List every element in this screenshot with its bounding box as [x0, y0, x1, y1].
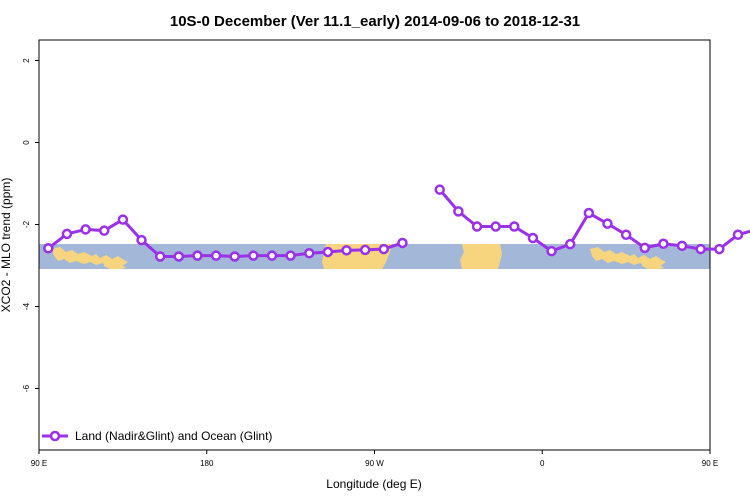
land-australia-left — [104, 260, 126, 269]
x-tick-label: 90 W — [365, 459, 384, 468]
data-point — [378, 243, 390, 255]
map-band — [39, 244, 710, 269]
data-point — [359, 244, 371, 256]
series-layer — [43, 184, 750, 262]
data-point — [248, 250, 259, 261]
data-point — [639, 242, 651, 254]
x-tick-label: 180 — [200, 459, 214, 468]
data-point — [43, 243, 54, 254]
y-tick-label: 0 — [22, 140, 31, 145]
y-axis: 2 0 -2 -4 -6 — [22, 58, 39, 392]
data-point — [98, 225, 110, 236]
y-tick-label: -4 — [22, 302, 31, 310]
x-tick-label: 90 E — [31, 459, 47, 468]
x-axis-label: Longitude (deg E) — [326, 477, 421, 491]
data-point — [322, 246, 334, 258]
data-point — [304, 247, 315, 259]
data-point — [732, 229, 744, 240]
land-australia-right — [642, 260, 664, 269]
x-tick-label: 0 — [540, 459, 545, 468]
data-point — [546, 245, 557, 257]
data-point — [192, 250, 203, 261]
y-tick-label: -2 — [22, 220, 31, 228]
data-point — [154, 251, 166, 262]
legend-marker — [49, 430, 61, 442]
data-point — [61, 228, 73, 240]
y-tick-label: 2 — [22, 58, 31, 63]
data-point — [173, 251, 185, 262]
data-point — [210, 250, 222, 261]
data-point — [80, 224, 91, 235]
data-point — [695, 243, 706, 255]
data-point — [602, 218, 613, 229]
data-point — [490, 221, 501, 232]
data-point — [285, 250, 296, 261]
data-point — [434, 184, 445, 195]
data-point — [471, 221, 483, 232]
y-tick-label: -6 — [22, 384, 31, 392]
legend: Land (Nadir&Glint) and Ocean (Glint) — [42, 429, 272, 443]
data-point — [676, 240, 688, 252]
data-point — [714, 243, 725, 255]
data-point — [229, 251, 240, 262]
data-point — [509, 221, 520, 232]
x-axis: 90 E 180 90 W 0 90 E — [31, 450, 718, 468]
data-point — [658, 238, 669, 250]
data-point — [397, 237, 408, 249]
x-tick-label: 90 E — [702, 459, 718, 468]
data-point — [453, 206, 464, 217]
land-africa — [460, 244, 502, 269]
data-point — [527, 232, 539, 244]
data-point — [117, 214, 129, 225]
data-point — [583, 207, 595, 219]
data-point — [564, 238, 576, 250]
legend-label: Land (Nadir&Glint) and Ocean (Glint) — [75, 429, 272, 443]
chart-title: 10S-0 December (Ver 11.1_early) 2014-09-… — [170, 13, 580, 30]
data-point — [136, 234, 147, 246]
data-point — [620, 229, 632, 240]
data-point — [266, 250, 278, 261]
data-point — [341, 245, 352, 256]
y-axis-label: XCO2 - MLO trend (ppm) — [0, 178, 13, 313]
